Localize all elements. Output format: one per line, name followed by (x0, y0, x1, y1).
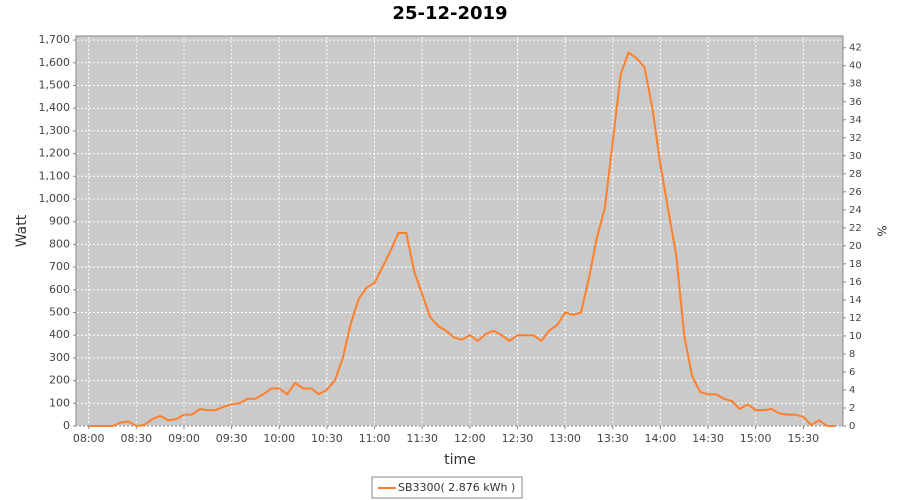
x-axis-label: time (444, 452, 476, 468)
legend-label: SB3300( 2.876 kWh ) (398, 481, 515, 494)
y-tick-label: 300 (49, 351, 70, 364)
x-tick-label: 15:30 (787, 432, 819, 445)
y2-tick-label: 18 (849, 259, 862, 270)
x-tick-label: 09:30 (216, 432, 248, 445)
y2-tick-label: 30 (849, 151, 862, 162)
y-tick-label: 1,400 (39, 101, 71, 114)
y-tick-label: 900 (49, 215, 70, 228)
y2-tick-label: 8 (849, 349, 855, 360)
x-tick-label: 11:30 (406, 432, 438, 445)
y2-tick-label: 22 (849, 223, 862, 234)
y2-tick-label: 38 (849, 79, 862, 90)
y-tick-label: 1,100 (39, 169, 71, 182)
x-tick-label: 12:00 (454, 432, 486, 445)
y2-tick-label: 42 (849, 43, 862, 54)
y2-tick-label: 34 (849, 115, 862, 126)
y2-tick-label: 2 (849, 403, 855, 414)
y-tick-label: 1,200 (39, 147, 71, 160)
y-tick-label: 700 (49, 260, 70, 273)
y2-tick-label: 0 (849, 421, 855, 432)
y2-tick-label: 10 (849, 331, 862, 342)
y2-tick-label: 36 (849, 97, 862, 108)
y-tick-label: 0 (63, 419, 70, 432)
y2-tick-label: 16 (849, 277, 862, 288)
y2-tick-label: 4 (849, 385, 855, 396)
y-tick-label: 1,700 (39, 33, 71, 46)
y-tick-label: 1,500 (39, 78, 71, 91)
x-tick-label: 13:00 (549, 432, 581, 445)
plot-area (75, 35, 844, 427)
y-axis-label: Watt (14, 214, 30, 247)
y2-tick-label: 28 (849, 169, 862, 180)
y2-tick-label: 26 (849, 187, 862, 198)
y2-tick-label: 6 (849, 367, 855, 378)
legend (371, 476, 523, 499)
x-tick-label: 11:00 (359, 432, 391, 445)
y2-axis-label: % (875, 225, 889, 236)
y2-tick-label: 24 (849, 205, 862, 216)
y2-tick-label: 20 (849, 241, 862, 252)
x-tick-label: 14:00 (645, 432, 677, 445)
x-tick-label: 14:30 (692, 432, 724, 445)
x-tick-label: 12:30 (502, 432, 534, 445)
x-tick-label: 09:00 (168, 432, 200, 445)
y2-tick-label: 12 (849, 313, 862, 324)
data-line (88, 51, 836, 428)
y-tick-label: 1,600 (39, 56, 71, 69)
y2-tick-label: 32 (849, 133, 862, 144)
y-tick-label: 600 (49, 283, 70, 296)
y2-tick-label: 14 (849, 295, 862, 306)
y-tick-label: 1,300 (39, 124, 71, 137)
y-tick-label: 800 (49, 237, 70, 250)
y2-tick-label: 40 (849, 61, 862, 72)
x-tick-label: 15:00 (740, 432, 772, 445)
x-tick-label: 08:00 (73, 432, 105, 445)
y-tick-label: 1,000 (39, 192, 71, 205)
x-tick-label: 10:30 (311, 432, 343, 445)
y-tick-label: 100 (49, 396, 70, 409)
y-tick-label: 400 (49, 328, 70, 341)
chart-title: 25-12-2019 (392, 3, 507, 24)
x-tick-label: 10:00 (263, 432, 295, 445)
x-tick-label: 13:30 (597, 432, 629, 445)
x-tick-label: 08:30 (120, 432, 152, 445)
y-tick-label: 200 (49, 374, 70, 387)
y-tick-label: 500 (49, 305, 70, 318)
